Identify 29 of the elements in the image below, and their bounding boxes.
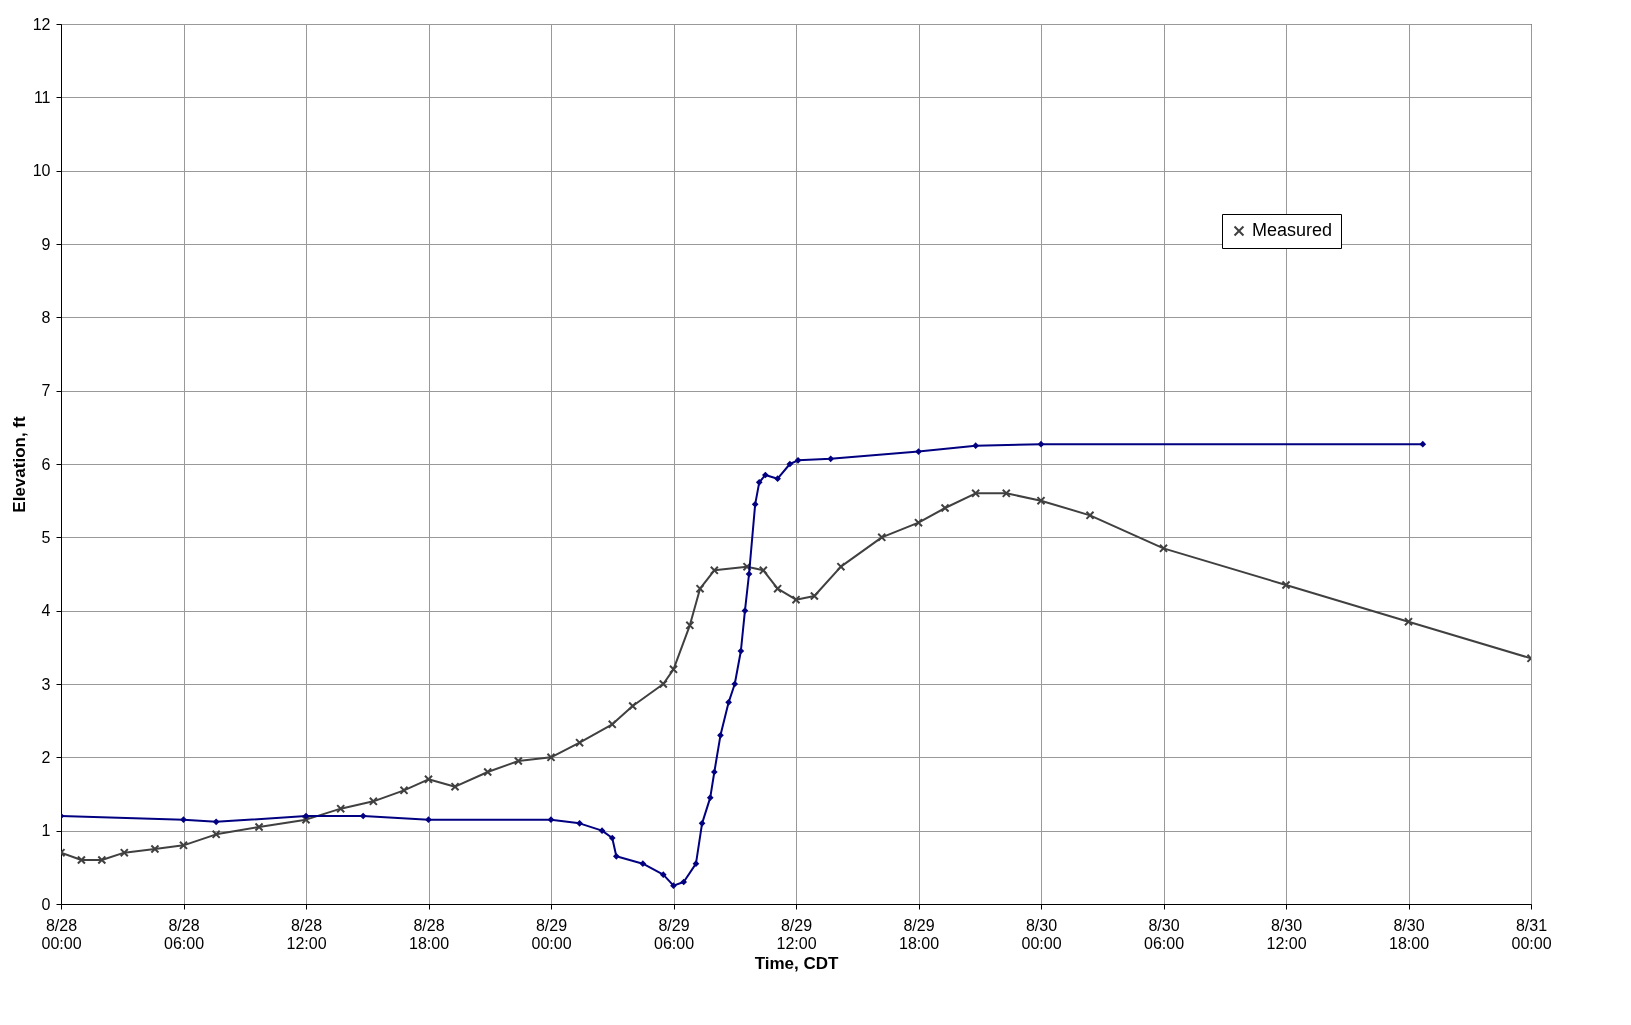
legend-label: Measured bbox=[1252, 220, 1333, 240]
x-tick-label: 8/30 18:00 bbox=[1388, 916, 1430, 952]
y-tick-label: 3 bbox=[41, 675, 51, 693]
y-tick-label: 5 bbox=[41, 528, 51, 546]
x-axis-title: Time, CDT bbox=[754, 953, 839, 973]
y-tick-label: 4 bbox=[41, 602, 51, 620]
x-tick-label: 8/31 00:00 bbox=[1511, 916, 1552, 952]
x-tick-label: 8/29 12:00 bbox=[776, 916, 817, 952]
x-tick-label: 8/28 12:00 bbox=[286, 916, 327, 952]
y-tick-label: 7 bbox=[41, 382, 51, 400]
y-tick-label: 2 bbox=[41, 748, 51, 766]
y-axis-title: Elevation, ft bbox=[9, 415, 29, 513]
x-tick-label: 8/30 12:00 bbox=[1266, 916, 1307, 952]
x-tick-label: 8/29 18:00 bbox=[898, 916, 940, 952]
y-tick-label: 12 bbox=[32, 15, 51, 33]
y-tick-label: 1 bbox=[41, 822, 51, 840]
x-tick-label: 8/28 00:00 bbox=[41, 916, 82, 952]
y-tick-label: 10 bbox=[32, 162, 51, 180]
x-tick-label: 8/29 00:00 bbox=[531, 916, 572, 952]
x-tick-label: 8/28 06:00 bbox=[163, 916, 205, 952]
y-tick-label: 6 bbox=[41, 455, 51, 473]
x-tick-label: 8/30 06:00 bbox=[1143, 916, 1185, 952]
y-tick-label: 11 bbox=[33, 88, 51, 106]
y-tick-label: 9 bbox=[41, 235, 51, 253]
x-tick-label: 8/30 00:00 bbox=[1021, 916, 1062, 952]
y-tick-label: 8 bbox=[41, 308, 51, 326]
x-tick-label: 8/28 18:00 bbox=[408, 916, 450, 952]
x-tick-label: 8/29 06:00 bbox=[653, 916, 695, 952]
y-tick-label: 0 bbox=[41, 895, 51, 913]
